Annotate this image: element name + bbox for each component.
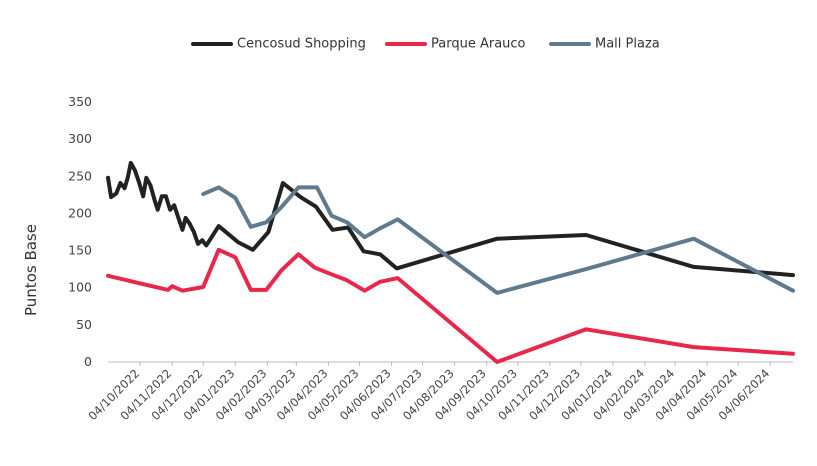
y-tick-label: 150 [68,243,92,258]
y-tick-label: 350 [68,94,92,109]
legend-label: Cencosud Shopping [237,37,366,52]
series-line [201,185,795,295]
y-tick-label: 50 [76,317,92,332]
y-tick-label: 100 [68,280,92,295]
y-tick-label: 250 [68,168,92,183]
y-axis-label: Puntos Base [22,224,40,316]
legend: Cencosud Shopping Parque Arauco Mall Plaza [191,37,660,52]
y-tick-label: 300 [68,131,92,146]
series-line [106,160,795,278]
y-tick-label: 200 [68,205,92,220]
legend-label: Mall Plaza [595,37,660,52]
y-tick-label: 0 [84,354,92,369]
legend-label: Parque Arauco [431,37,526,52]
series-line [106,247,795,364]
